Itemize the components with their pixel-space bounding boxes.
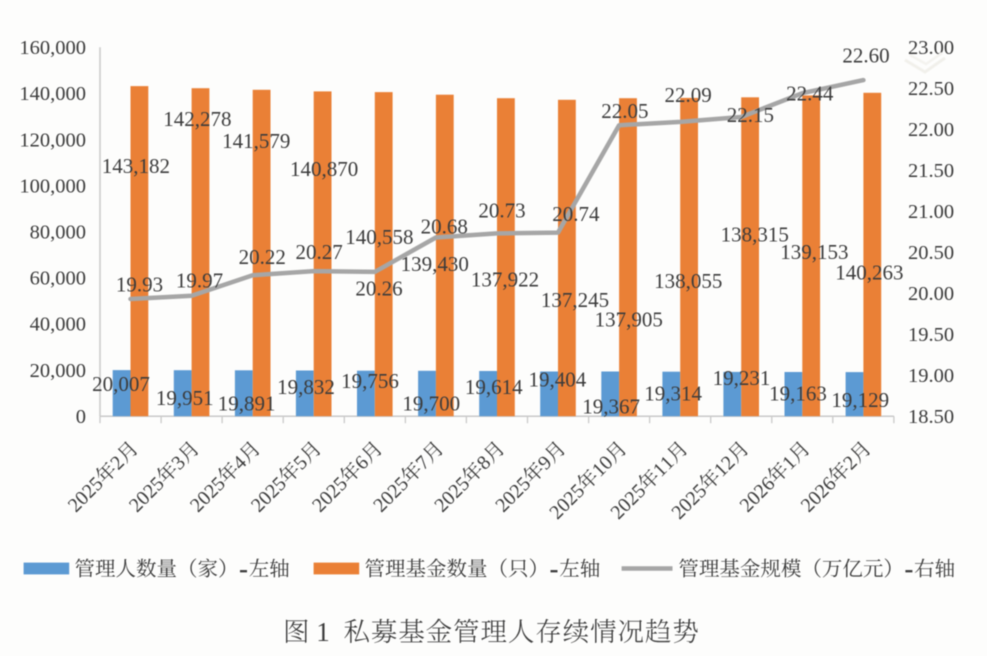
svg-text:20.74: 20.74: [552, 202, 600, 226]
svg-text:140,870: 140,870: [290, 157, 358, 181]
svg-text:18.50: 18.50: [908, 406, 954, 428]
svg-text:60,000: 60,000: [30, 268, 86, 290]
svg-text:20.27: 20.27: [295, 240, 342, 264]
svg-text:19,756: 19,756: [341, 369, 399, 393]
svg-text:140,000: 140,000: [19, 83, 86, 105]
svg-text:20.22: 20.22: [239, 245, 286, 269]
svg-text:120,000: 120,000: [19, 129, 86, 151]
svg-text:20.68: 20.68: [421, 215, 468, 239]
svg-text:19,367: 19,367: [582, 395, 640, 419]
svg-text:19,129: 19,129: [831, 388, 889, 412]
svg-text:19.50: 19.50: [908, 324, 954, 346]
svg-text:22.05: 22.05: [601, 99, 648, 123]
svg-text:138,315: 138,315: [721, 223, 789, 247]
svg-text:140,558: 140,558: [345, 225, 413, 249]
svg-text:19,404: 19,404: [529, 367, 587, 391]
svg-text:137,245: 137,245: [541, 288, 609, 312]
svg-text:22.00: 22.00: [908, 119, 954, 141]
svg-text:19.93: 19.93: [116, 273, 163, 297]
svg-text:138,055: 138,055: [654, 269, 722, 293]
svg-text:137,905: 137,905: [595, 308, 663, 332]
svg-text:23.00: 23.00: [908, 37, 954, 59]
svg-text:19,891: 19,891: [218, 392, 276, 416]
svg-text:19,314: 19,314: [644, 382, 702, 406]
svg-text:139,153: 139,153: [780, 240, 848, 264]
svg-text:19,231: 19,231: [713, 366, 771, 390]
svg-text:20.00: 20.00: [908, 283, 954, 305]
svg-text:22.44: 22.44: [786, 82, 834, 106]
svg-text:22.50: 22.50: [908, 78, 954, 100]
svg-text:80,000: 80,000: [30, 222, 86, 244]
svg-text:143,182: 143,182: [102, 154, 170, 178]
svg-text:20,000: 20,000: [30, 360, 86, 382]
svg-text:19,700: 19,700: [402, 392, 460, 416]
svg-text:22.15: 22.15: [727, 103, 774, 127]
svg-text:19,163: 19,163: [769, 382, 827, 406]
svg-text:140,263: 140,263: [835, 260, 903, 284]
svg-text:137,922: 137,922: [471, 267, 539, 291]
svg-text:139,430: 139,430: [401, 252, 469, 276]
svg-text:20.26: 20.26: [355, 277, 402, 301]
svg-text:20,007: 20,007: [92, 372, 150, 396]
svg-text:19,951: 19,951: [156, 386, 214, 410]
svg-text:20.73: 20.73: [478, 198, 525, 222]
svg-text:40,000: 40,000: [30, 314, 86, 336]
svg-text:22.09: 22.09: [664, 83, 711, 107]
svg-text:22.60: 22.60: [842, 44, 889, 68]
svg-text:19.97: 19.97: [176, 268, 223, 292]
svg-text:160,000: 160,000: [19, 37, 86, 59]
svg-text:141,579: 141,579: [222, 129, 290, 153]
svg-text:19,832: 19,832: [277, 375, 335, 399]
svg-text:21.50: 21.50: [908, 160, 954, 182]
svg-text:19,614: 19,614: [465, 375, 523, 399]
svg-text:0: 0: [76, 406, 86, 428]
svg-text:20.50: 20.50: [908, 242, 954, 264]
svg-text:19.00: 19.00: [908, 365, 954, 387]
svg-text:1: 1: [316, 617, 330, 647]
svg-text:21.00: 21.00: [908, 201, 954, 223]
svg-text:142,278: 142,278: [163, 107, 231, 131]
svg-text:100,000: 100,000: [19, 175, 86, 197]
